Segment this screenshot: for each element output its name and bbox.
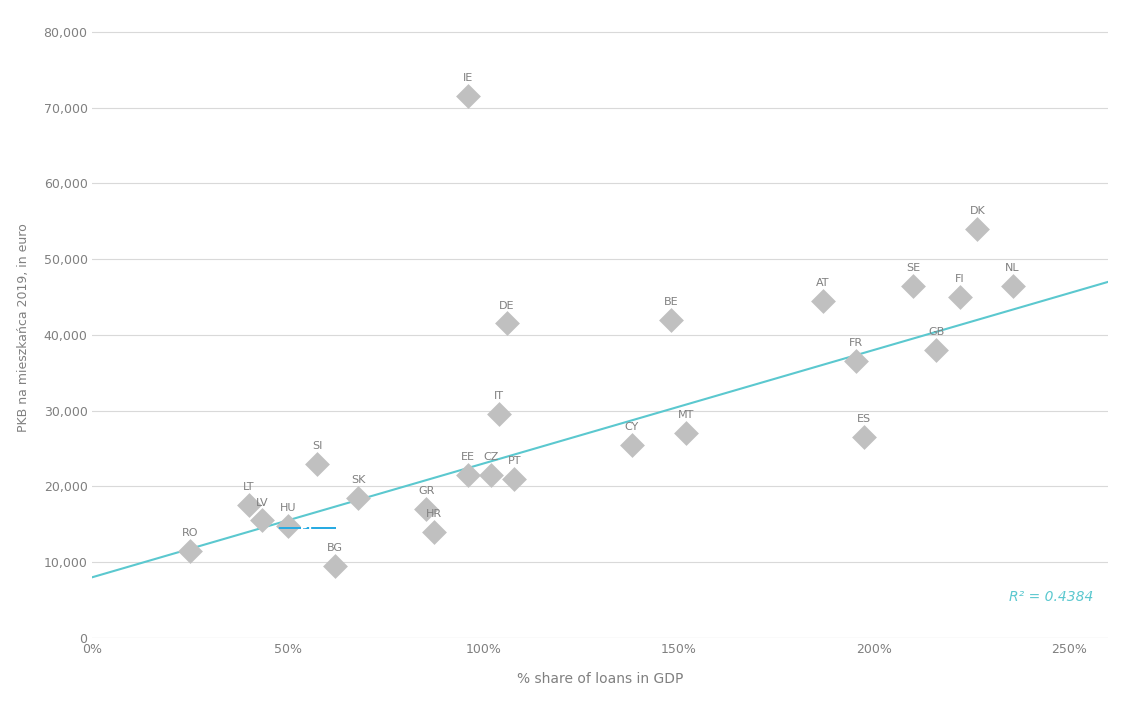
Point [308, 458, 326, 469]
Point [459, 91, 477, 102]
Text: ES: ES [857, 414, 871, 424]
Point [181, 545, 199, 556]
Point [855, 432, 873, 443]
Text: FR: FR [849, 338, 863, 349]
Text: R² = 0.4384: R² = 0.4384 [1009, 590, 1094, 604]
Text: IT: IT [494, 392, 504, 401]
Text: RO: RO [182, 528, 198, 538]
Text: HU: HU [279, 503, 296, 512]
Text: NL: NL [1006, 263, 1020, 273]
Text: BG: BG [326, 543, 343, 553]
Point [417, 503, 435, 515]
Point [662, 314, 680, 325]
Text: GR: GR [418, 486, 434, 496]
Text: SK: SK [351, 475, 366, 485]
Point [253, 515, 271, 526]
Text: CZ: CZ [484, 452, 498, 462]
Point [622, 439, 640, 450]
Text: BE: BE [664, 297, 678, 307]
Point [814, 295, 832, 307]
Text: SE: SE [906, 263, 920, 273]
Point [279, 520, 297, 531]
Y-axis label: PKB na mieszkańca 2019, in euro: PKB na mieszkańca 2019, in euro [17, 223, 29, 432]
Point [482, 470, 500, 481]
Text: DK: DK [970, 206, 986, 216]
Point [459, 470, 477, 481]
Text: AT: AT [817, 278, 830, 288]
Point [1004, 280, 1022, 291]
Point [505, 473, 523, 484]
Text: LT: LT [243, 482, 254, 492]
Text: PT: PT [507, 456, 521, 466]
Point [969, 223, 987, 234]
Text: HR: HR [426, 509, 442, 519]
Text: PL: PL [299, 523, 315, 533]
X-axis label: % share of loans in GDP: % share of loans in GDP [518, 672, 684, 686]
Point [325, 560, 343, 572]
Point [951, 291, 969, 302]
Point [349, 492, 367, 503]
Text: MT: MT [678, 411, 694, 420]
Point [425, 526, 443, 537]
Point [677, 427, 695, 439]
Text: LV: LV [256, 498, 269, 508]
Text: FI: FI [955, 274, 964, 284]
Text: CY: CY [624, 422, 639, 432]
Point [927, 344, 945, 356]
Text: EE: EE [460, 452, 475, 462]
Point [240, 500, 258, 511]
Point [847, 356, 865, 367]
Text: IE: IE [462, 73, 472, 84]
Text: SI: SI [312, 441, 322, 451]
Text: DE: DE [498, 301, 514, 311]
Point [497, 318, 515, 329]
Text: GB: GB [928, 327, 945, 337]
Point [489, 408, 507, 420]
Point [904, 280, 922, 291]
